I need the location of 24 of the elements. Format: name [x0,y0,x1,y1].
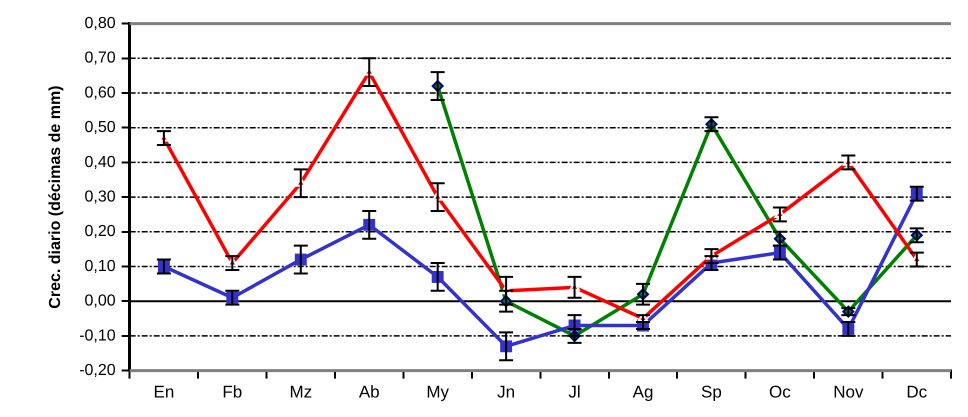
y-tick-label: 0,20 [84,223,116,240]
x-tick-label: Jl [568,382,581,402]
y-tick-label: 0,00 [84,292,116,310]
y-tick-label: 0,60 [84,84,116,102]
y-tick-label: 0,70 [84,50,116,67]
x-tick-label: Sp [701,382,722,402]
x-tick-label: Jn [497,382,516,402]
y-tick-label: 0,30 [84,188,116,206]
x-tick-label: Fb [222,382,242,402]
x-tick-label: My [426,382,450,402]
x-tick-label: Mz [289,382,312,402]
y-tick-label: 0,40 [84,154,116,171]
y-tick-label: 0,50 [84,119,116,136]
y-axis-title: Crec. diario (décimas de mm) [47,86,64,309]
x-tick-label: Ag [632,382,654,402]
x-tick-label: En [153,382,174,402]
x-tick-label: Oc [769,382,792,402]
x-tick-label: Dc [906,382,928,402]
y-tick-label: 0,10 [84,258,116,275]
y-tick-label: 0,80 [84,15,116,32]
y-tick-label: -0,10 [79,327,116,344]
x-tick-label: Nov [833,382,864,402]
x-tick-label: Ab [358,382,380,402]
y-tick-label: -0,20 [79,362,116,380]
